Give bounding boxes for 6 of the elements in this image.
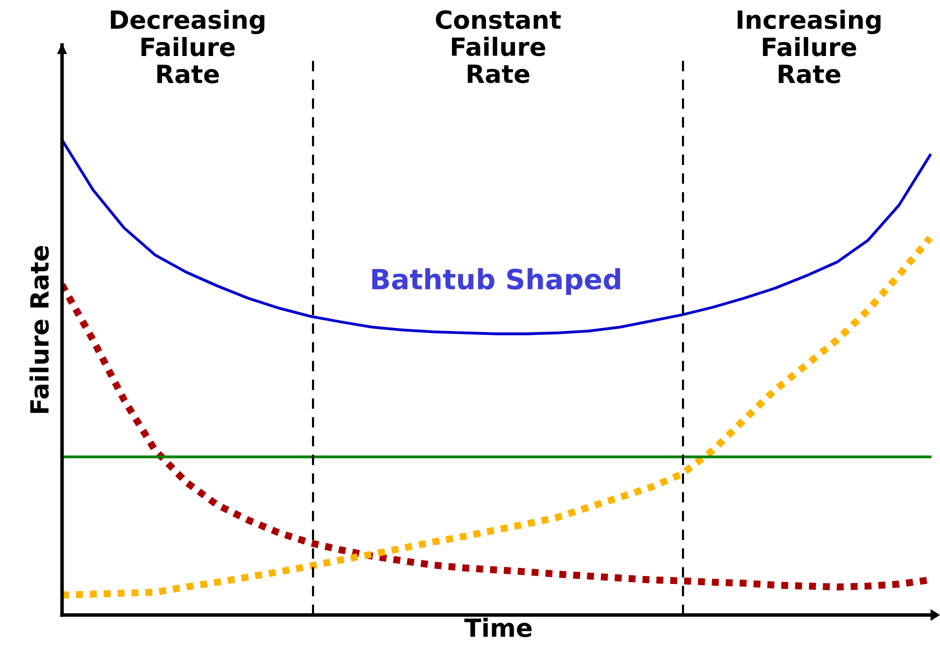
series-label: Bathtub Shaped	[372, 268, 620, 295]
text: Constant Failure Rate	[436, 10, 561, 84]
y-axis-title: Failure Rate	[30, 246, 49, 413]
text: Decreasing Failure Rate	[110, 10, 264, 84]
text: Increasing Failure Rate	[738, 10, 881, 84]
x-axis-title: Time	[464, 618, 532, 638]
